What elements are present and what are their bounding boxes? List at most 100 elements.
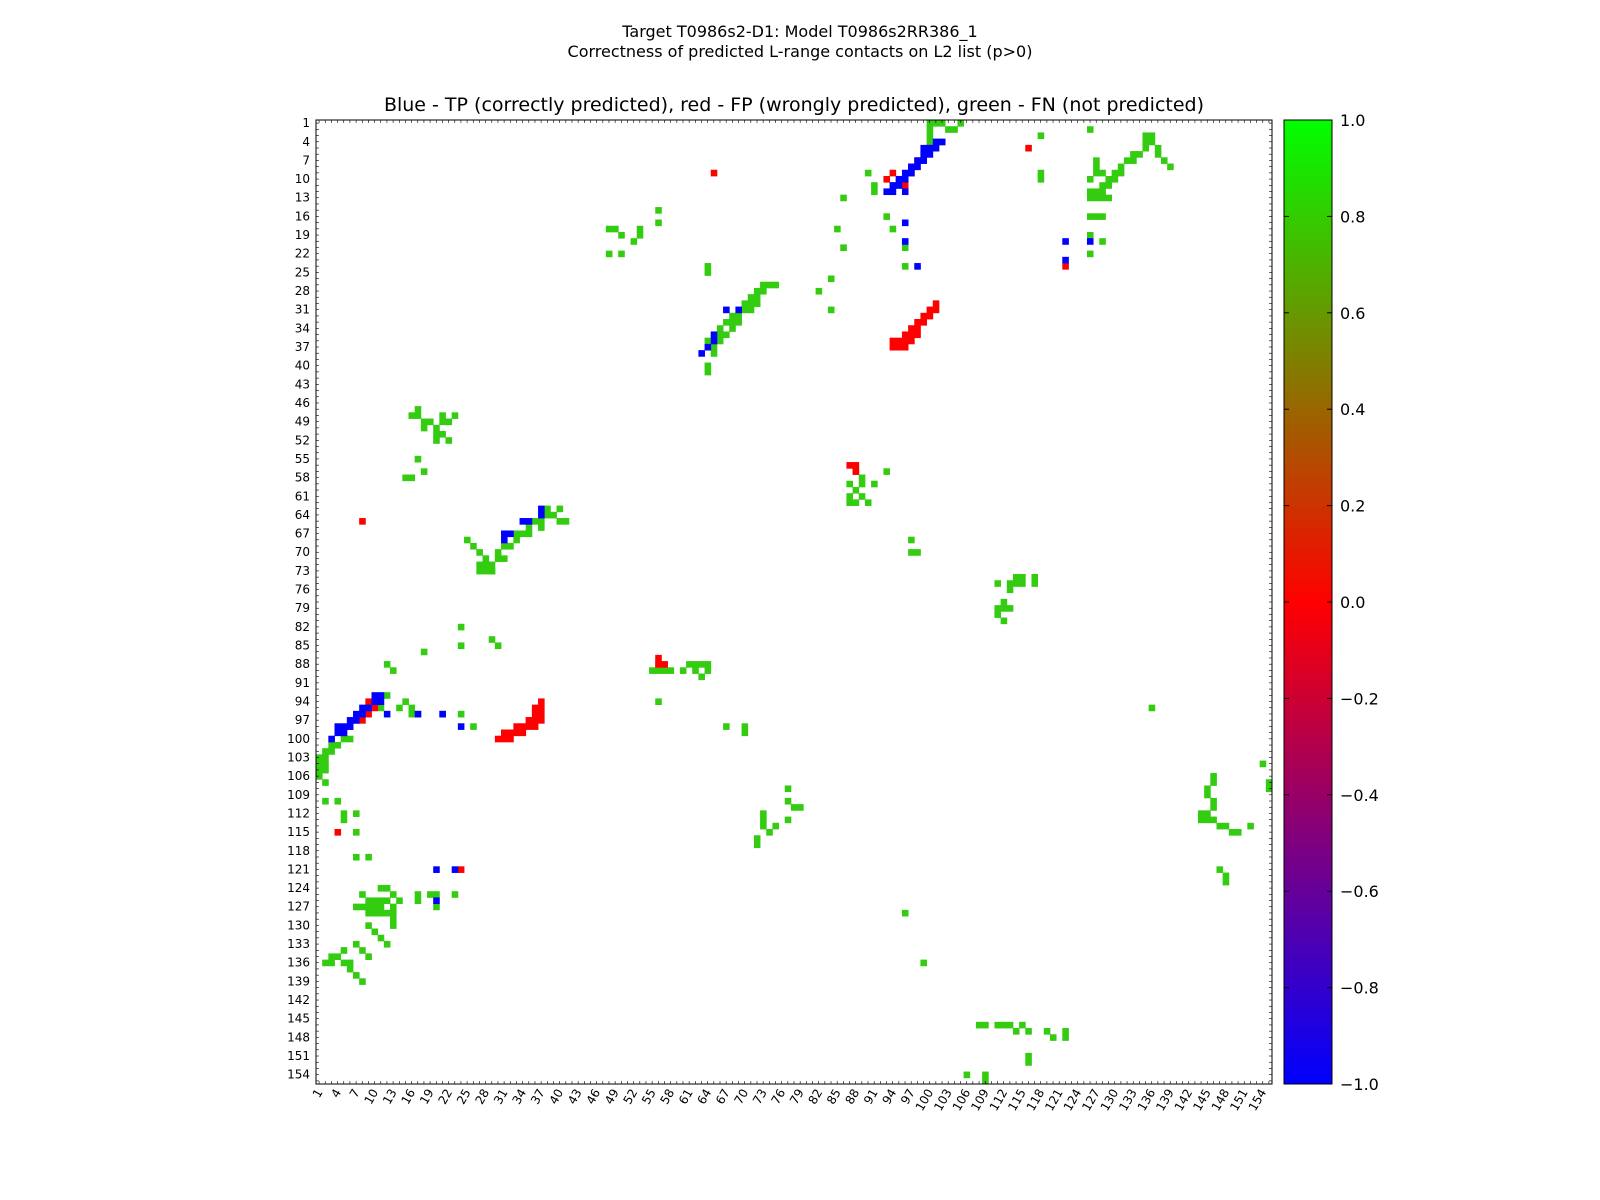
x-tick-label: 67 (713, 1087, 733, 1107)
fn-contact-cell (377, 903, 385, 911)
fp-contact-cell (932, 306, 940, 314)
fn-contact-cell (470, 542, 477, 550)
fn-contact-cell (1247, 822, 1254, 830)
y-tick-label: 94 (295, 695, 310, 709)
fn-contact-cell (383, 692, 391, 699)
fn-contact-cell (482, 567, 490, 575)
fn-contact-cell (1000, 617, 1008, 625)
fn-contact-cell (408, 412, 416, 419)
fn-contact-cell (1093, 169, 1100, 177)
fn-contact-cell (1049, 1034, 1057, 1041)
fn-contact-cell (1012, 580, 1020, 587)
x-tick-label: 130 (1098, 1087, 1122, 1114)
y-tick-label: 34 (295, 321, 310, 335)
fn-contact-cell (1006, 580, 1014, 587)
fn-contact-cell (1025, 1052, 1032, 1060)
fn-contact-cell (328, 748, 335, 755)
fn-contact-cell (723, 331, 730, 339)
y-tick-label: 40 (295, 359, 310, 373)
x-tick-label: 61 (676, 1087, 696, 1107)
fn-contact-cell (963, 1071, 971, 1079)
fn-contact-cell (538, 518, 545, 525)
fn-contact-cell (1259, 760, 1267, 768)
fn-contact-cell (846, 480, 853, 488)
fn-contact-cell (1000, 1021, 1008, 1029)
fp-contact-cell (655, 654, 662, 662)
fp-contact-cell (359, 717, 366, 724)
fn-contact-cell (1204, 816, 1211, 824)
fn-contact-cell (1062, 1034, 1069, 1041)
colorbar-tick-label: 0.4 (1340, 400, 1365, 419)
fn-contact-cell (741, 300, 749, 307)
fn-contact-cell (729, 319, 736, 326)
fn-contact-cell (328, 741, 335, 749)
fn-contact-cell (1086, 194, 1094, 202)
fn-contact-cell (353, 940, 360, 948)
fn-contact-cell (994, 580, 1002, 587)
fp-contact-cell (908, 337, 915, 345)
fp-contact-cell (507, 729, 514, 737)
fn-contact-cell (340, 735, 348, 743)
fn-contact-cell (1031, 574, 1039, 581)
fn-contact-cell (636, 231, 644, 239)
fn-contact-cell (414, 891, 422, 898)
fn-contact-cell (359, 903, 366, 911)
tp-contact-cell (926, 151, 934, 158)
fp-contact-cell (538, 698, 545, 706)
fn-contact-cell (679, 667, 687, 674)
fn-contact-cell (1105, 194, 1113, 202)
fn-contact-cell (562, 518, 570, 525)
fn-contact-cell (901, 244, 909, 252)
fn-contact-cell (1222, 878, 1230, 886)
y-tick-label: 88 (295, 657, 310, 671)
fn-contact-cell (525, 530, 533, 538)
tp-contact-cell (383, 710, 391, 718)
fn-contact-cell (488, 567, 496, 575)
fn-contact-cell (729, 312, 736, 320)
tp-contact-cell (365, 704, 372, 712)
fp-contact-cell (531, 717, 539, 724)
fn-contact-cell (926, 138, 934, 146)
fn-contact-cell (871, 182, 878, 189)
tp-contact-cell (538, 511, 545, 519)
fn-contact-cell (1019, 574, 1026, 581)
fp-contact-cell (661, 661, 668, 668)
tp-contact-cell (901, 188, 909, 196)
fp-contact-cell (932, 300, 940, 307)
tp-contact-cell (710, 331, 718, 339)
x-tick-label: 100 (913, 1087, 937, 1114)
fn-contact-cell (408, 704, 416, 712)
x-tick-label: 31 (491, 1087, 511, 1107)
fn-contact-cell (365, 909, 372, 917)
fn-contact-cell (377, 884, 385, 892)
fn-contact-cell (1031, 580, 1039, 587)
figure-title: Target T0986s2-D1: Model T0986s2RR386_1 (622, 22, 978, 41)
tp-contact-cell (914, 263, 921, 270)
x-tick-label: 58 (657, 1087, 677, 1107)
fn-contact-cell (383, 940, 391, 948)
fp-contact-cell (538, 710, 545, 718)
colorbar-tick-label: 0.2 (1340, 497, 1365, 516)
tp-contact-cell (938, 138, 946, 146)
x-tick-label: 16 (398, 1087, 418, 1107)
fn-contact-cell (1093, 194, 1100, 202)
x-tick-label: 70 (731, 1087, 751, 1107)
y-tick-label: 121 (287, 862, 310, 876)
fn-contact-cell (766, 829, 773, 836)
fn-contact-cell (1234, 829, 1242, 836)
tp-contact-cell (457, 723, 465, 730)
fn-contact-cell (482, 561, 490, 569)
fp-contact-cell (908, 325, 915, 332)
fn-contact-cell (630, 238, 638, 245)
fn-contact-cell (1037, 169, 1045, 177)
fn-contact-cell (427, 418, 434, 426)
fn-contact-cell (390, 922, 397, 929)
y-tick-label: 100 (287, 732, 310, 746)
tp-contact-cell (334, 729, 342, 737)
fn-contact-cell (1117, 163, 1125, 171)
fn-contact-cell (994, 611, 1002, 618)
tp-contact-cell (340, 729, 348, 737)
fn-contact-cell (741, 723, 749, 730)
fp-contact-cell (914, 319, 921, 326)
fp-contact-cell (371, 704, 379, 712)
